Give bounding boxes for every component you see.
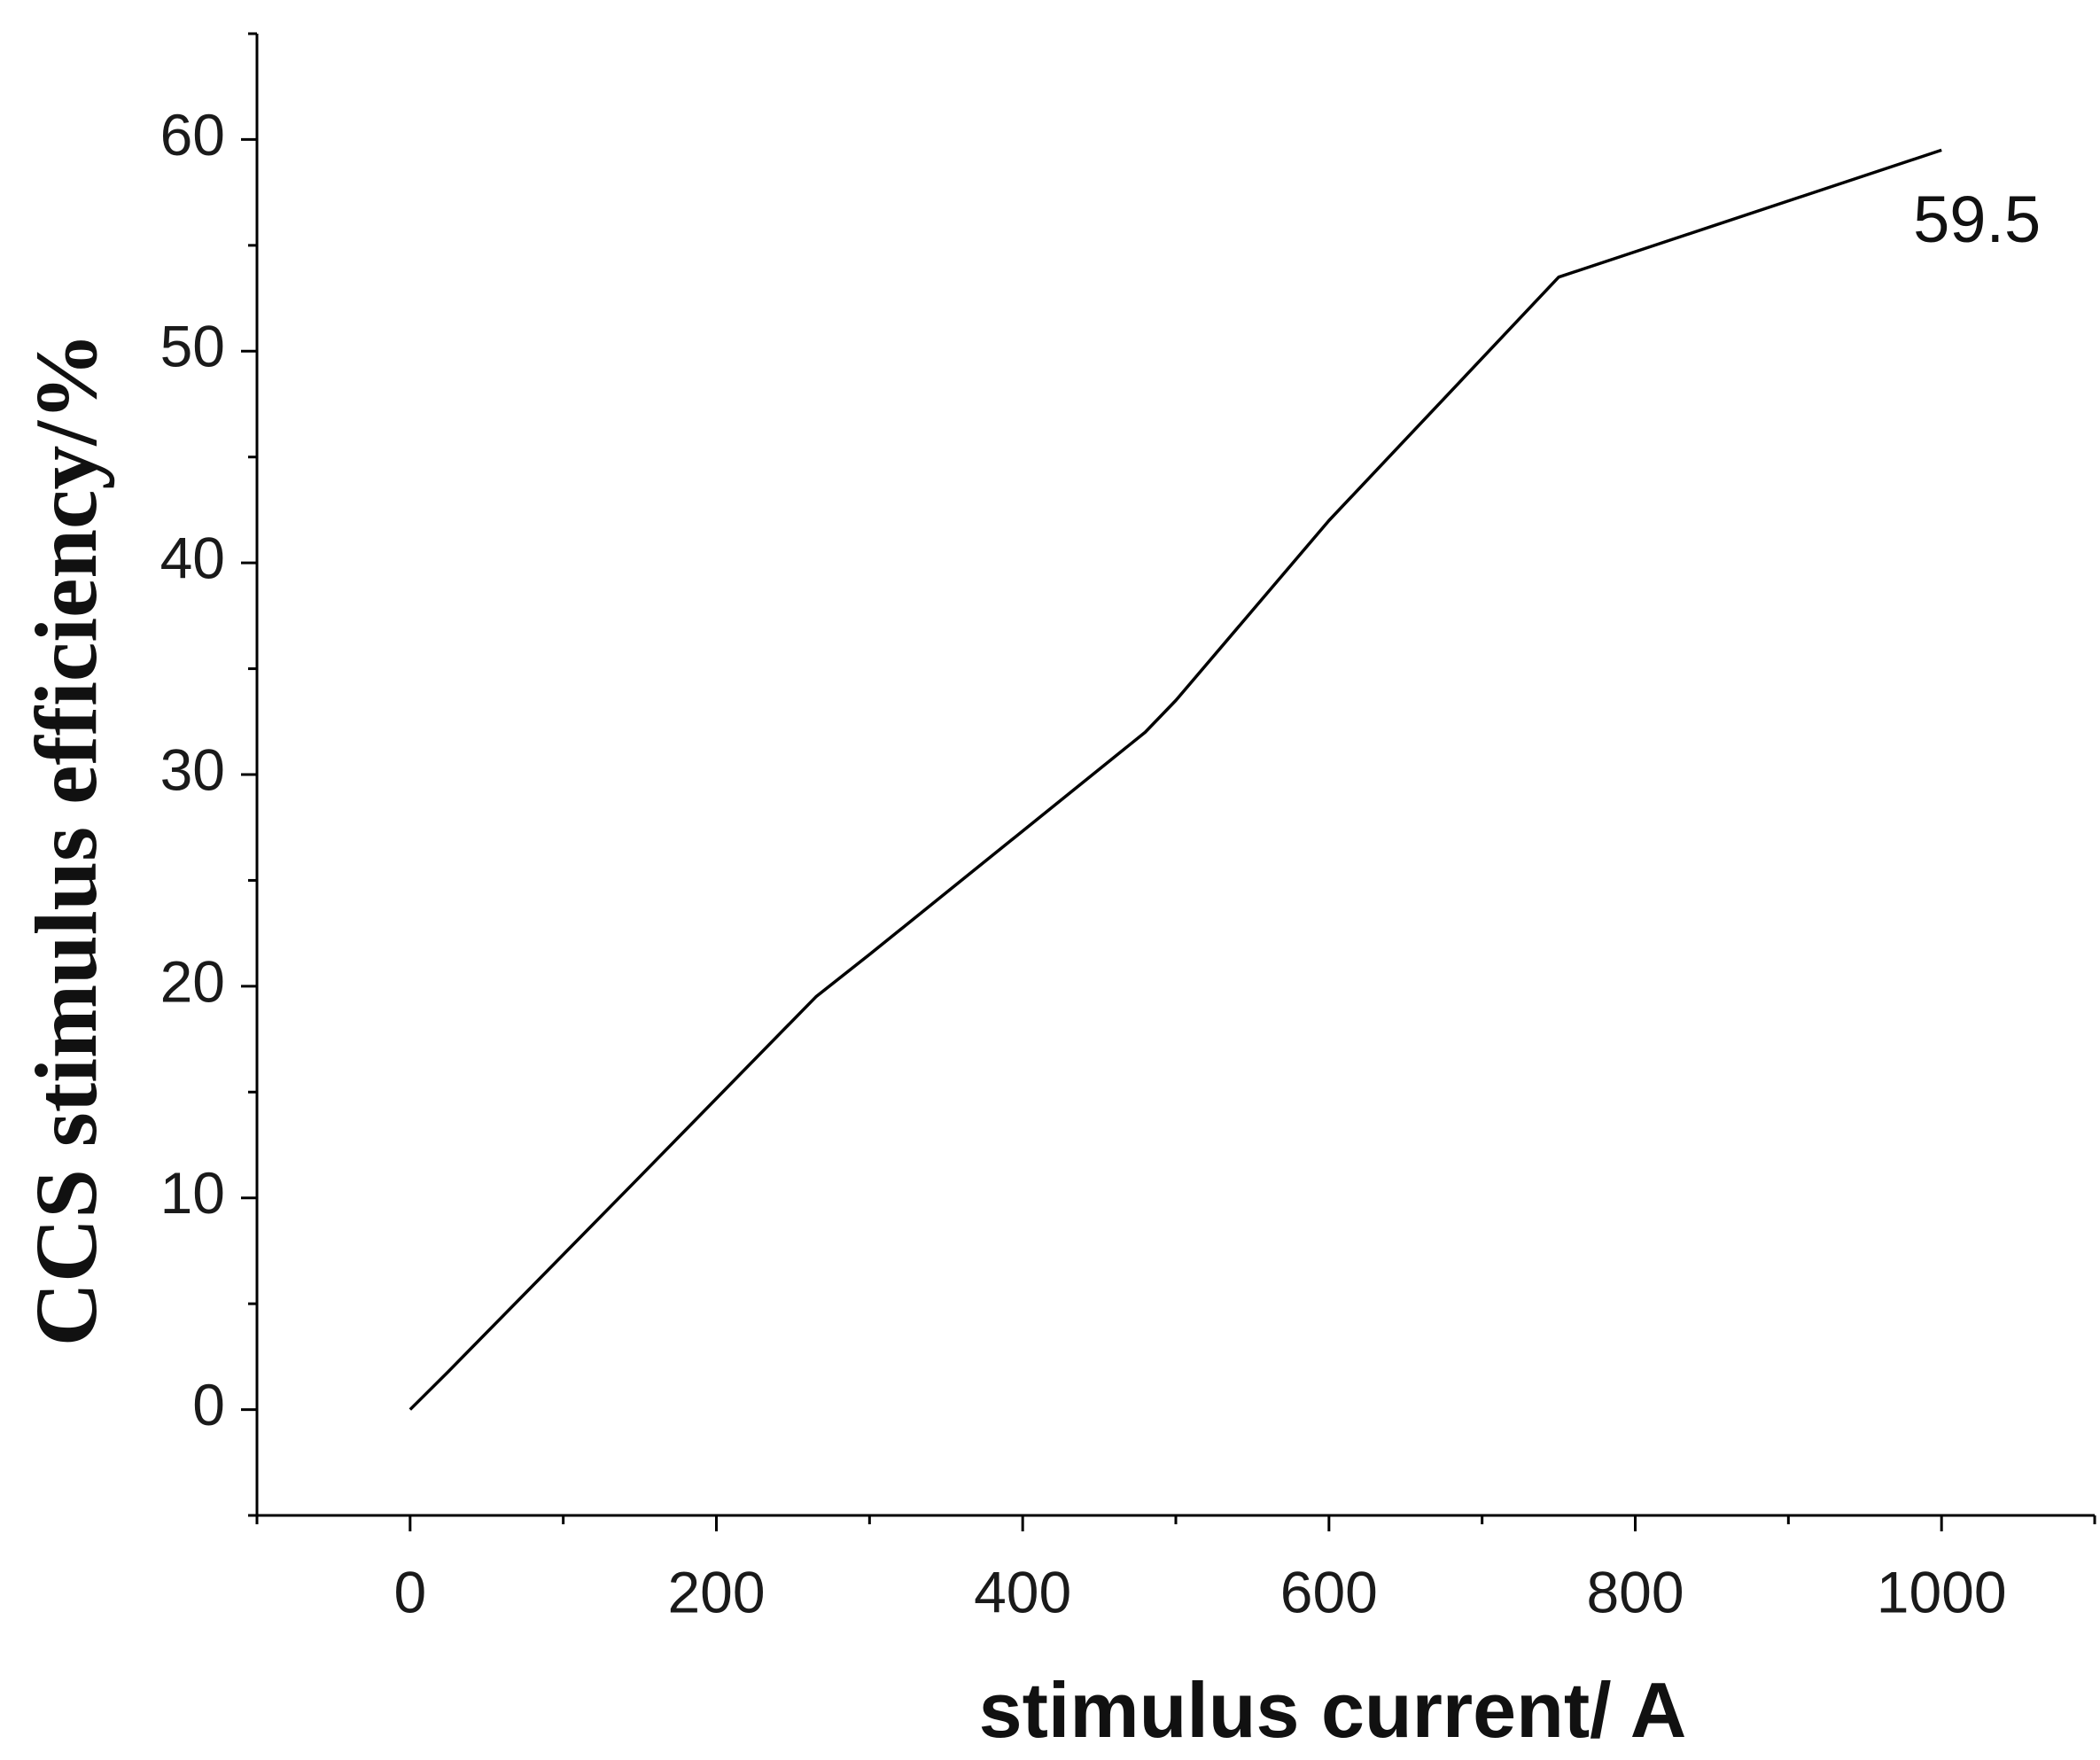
x-tick-label: 200	[667, 1559, 765, 1624]
data-label: 59.5	[1913, 183, 2041, 256]
x-tick-label: 0	[393, 1559, 426, 1624]
x-axis-title: stimulus current/ A	[979, 1666, 1687, 1754]
y-tick-label: 0	[192, 1372, 225, 1437]
x-tick-label: 400	[974, 1559, 1071, 1624]
data-line	[408, 148, 1942, 1411]
y-axis-title: CCS stimulus efficiency/%	[17, 332, 115, 1346]
y-tick-label: 40	[160, 526, 225, 591]
y-tick-label: 10	[160, 1160, 225, 1226]
x-tick-label: 600	[1280, 1559, 1378, 1624]
y-tick-label: 20	[160, 948, 225, 1014]
x-tick-label: 800	[1586, 1559, 1684, 1624]
y-tick-label: 30	[160, 736, 225, 802]
y-tick-label: 50	[160, 314, 225, 379]
x-tick-label: 1000	[1877, 1559, 2007, 1624]
y-tick-label: 60	[160, 102, 225, 167]
